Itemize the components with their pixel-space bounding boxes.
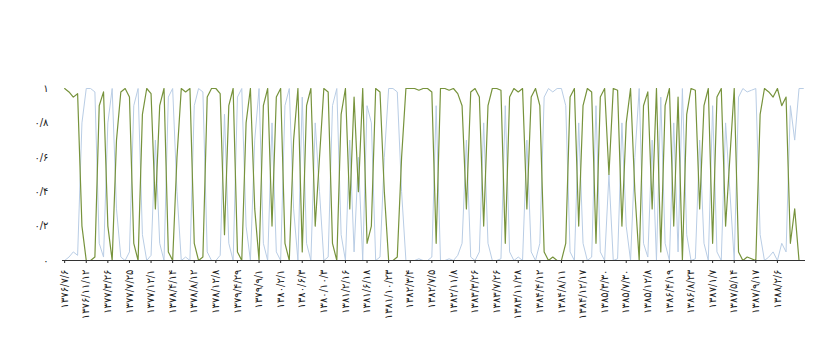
svg-text:۱۳۸۵/۳/۳۰: ۱۳۸۵/۳/۳۰ xyxy=(599,270,610,314)
svg-text:۱: ۱ xyxy=(43,83,48,94)
svg-text:۱۳۷۷/۳/۲۶: ۱۳۷۷/۳/۲۶ xyxy=(102,270,113,314)
svg-text:۱۳۷۶/۷/۶: ۱۳۷۶/۷/۶ xyxy=(59,270,70,309)
svg-text:۱۳۸۴/۴/۱۲: ۱۳۸۴/۴/۱۲ xyxy=(534,270,545,314)
svg-text:۱۳۸۲/۳/۴: ۱۳۸۲/۳/۴ xyxy=(404,270,415,309)
svg-text:۰/۲: ۰/۲ xyxy=(34,220,48,231)
svg-text:۱۳۸۰/۶/۳: ۱۳۸۰/۶/۳ xyxy=(296,269,307,309)
svg-text:۱۳۸۰/۱۰/۳: ۱۳۸۰/۱۰/۳ xyxy=(318,269,329,314)
svg-text:۱۳۷۹/۴/۲۹: ۱۳۷۹/۴/۲۹ xyxy=(232,270,243,314)
svg-text:۱۳۸۷/۱/۷: ۱۳۸۷/۱/۷ xyxy=(707,269,718,309)
svg-text:۰/۴: ۰/۴ xyxy=(34,186,48,197)
svg-text:۱۳۸۸/۲/۶: ۱۳۸۸/۲/۶ xyxy=(772,270,783,309)
svg-text:۰: ۰ xyxy=(43,255,48,266)
svg-text:۱۳۷۸/۱۲/۸: ۱۳۷۸/۱۲/۸ xyxy=(210,269,221,314)
svg-text:۱۳۸۱/۶/۱۸: ۱۳۸۱/۶/۱۸ xyxy=(361,269,372,314)
svg-text:۱۳۸۷/۹/۱۷: ۱۳۸۷/۹/۱۷ xyxy=(750,269,761,314)
svg-text:۱۳۸۲/۷/۵: ۱۳۸۲/۷/۵ xyxy=(426,270,437,309)
svg-text:۱۳۸۱/۱۰/۲۳: ۱۳۸۱/۱۰/۲۳ xyxy=(383,269,394,319)
svg-text:۱۳۸۲/۱۱/۸: ۱۳۸۲/۱۱/۸ xyxy=(448,269,459,314)
svg-text:۱۳۸۴/۱۲/۱۷: ۱۳۸۴/۱۲/۱۷ xyxy=(577,269,588,319)
svg-text:۱۳۸۳/۷/۲۶: ۱۳۸۳/۷/۲۶ xyxy=(491,270,502,314)
svg-text:۱۳۷۸/۴/۱۴: ۱۳۷۸/۴/۱۴ xyxy=(167,270,178,314)
svg-text:۱۳۸۵/۷/۳۰: ۱۳۸۵/۷/۳۰ xyxy=(620,270,631,314)
svg-text:۱۳۷۷/۱۲/۱: ۱۳۷۷/۱۲/۱ xyxy=(145,270,156,314)
svg-text:۱۳۸۷/۵/۱۴: ۱۳۸۷/۵/۱۴ xyxy=(728,270,739,314)
svg-text:۱۳۷۹/۹/۱: ۱۳۷۹/۹/۱ xyxy=(253,270,264,309)
svg-text:۱۳۸۶/۸/۲۳: ۱۳۸۶/۸/۲۳ xyxy=(685,269,696,314)
svg-text:۱۳۸۱/۲/۱۶: ۱۳۸۱/۲/۱۶ xyxy=(340,270,351,314)
svg-text:۰/۶: ۰/۶ xyxy=(34,152,48,163)
svg-text:۱۳۸۳/۳/۲۶: ۱۳۸۳/۳/۲۶ xyxy=(469,270,480,314)
svg-text:۱۳۸۰/۲/۱: ۱۳۸۰/۲/۱ xyxy=(275,270,286,309)
svg-text:۱۳۷۶/۱۱/۱۲: ۱۳۷۶/۱۱/۱۲ xyxy=(80,270,91,320)
svg-text:۱۳۸۴/۸/۱۱: ۱۳۸۴/۸/۱۱ xyxy=(556,270,567,314)
svg-text:۱۳۸۳/۱۱/۲۸: ۱۳۸۳/۱۱/۲۸ xyxy=(512,269,523,319)
svg-text:۰/۸: ۰/۸ xyxy=(34,117,49,128)
svg-text:۱۳۸۶/۴/۱۹: ۱۳۸۶/۴/۱۹ xyxy=(664,270,675,314)
svg-text:۱۳۸۵/۱۲/۸: ۱۳۸۵/۱۲/۸ xyxy=(642,269,653,314)
svg-text:۱۳۷۸/۸/۱۲: ۱۳۷۸/۸/۱۲ xyxy=(188,270,199,314)
svg-text:۱۳۷۷/۷/۲۵: ۱۳۷۷/۷/۲۵ xyxy=(124,270,135,314)
